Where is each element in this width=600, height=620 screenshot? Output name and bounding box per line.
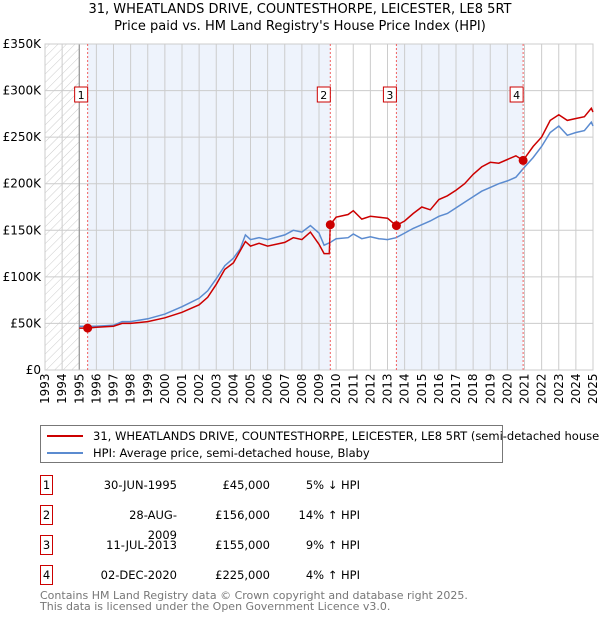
x-tick-label: 2014	[398, 373, 412, 404]
sale-label-box	[74, 86, 89, 103]
x-tick-label: 2011	[346, 373, 360, 404]
ownership-band	[87, 44, 331, 370]
y-tick-label: £200K	[3, 177, 43, 191]
x-tick-label: 2003	[209, 373, 223, 404]
sale-hpi-diff: 5% ↓ HPI	[305, 478, 360, 492]
sale-label: 4	[513, 89, 520, 102]
sale-label: 3	[386, 89, 393, 102]
table-row: 4 02-DEC-2020 £225,000 4% ↑ HPI	[40, 565, 440, 585]
x-tick-label: 2015	[415, 373, 429, 404]
y-tick-label: £350K	[3, 37, 43, 51]
x-tick-label: 2024	[569, 373, 583, 404]
x-tick-label: 2006	[261, 373, 275, 404]
sale-price: £155,000	[215, 538, 270, 552]
x-tick-label: 2023	[552, 373, 566, 404]
sale-point	[391, 221, 401, 231]
footer-copyright: Contains HM Land Registry data © Crown c…	[40, 589, 468, 602]
y-tick-label: £300K	[3, 84, 43, 98]
plot-border	[44, 43, 594, 371]
table-row: 2 28-AUG-2009 £156,000 14% ↑ HPI	[40, 505, 440, 542]
sale-date: 28-AUG-2009	[129, 508, 177, 542]
x-tick-label: 1994	[55, 373, 69, 404]
y-tick-label: £0	[26, 363, 41, 377]
sale-number-badge: 2	[40, 505, 53, 525]
x-tick-label: 1995	[72, 373, 86, 404]
sale-point	[325, 220, 335, 230]
sale-hpi-diff: 4% ↑ HPI	[305, 568, 360, 582]
x-tick-label: 2018	[466, 373, 480, 404]
price-chart: 1993 1994 1995 1996 1997 1998 1999 2000 2001 2002…	[3, 37, 600, 404]
x-tick-label: 2007	[278, 373, 292, 404]
x-tick-label: 2008	[295, 373, 309, 404]
x-tick-label: 2004	[226, 373, 240, 404]
sale-number-badge: 3	[40, 535, 53, 555]
sale-price: £45,000	[222, 478, 270, 492]
legend-item-property: 31, WHEATLANDS DRIVE, COUNTESTHORPE, LEI…	[47, 429, 600, 443]
x-tick-label: 2000	[158, 373, 172, 404]
sale-date: 11-JUL-2013	[106, 538, 177, 552]
y-tick-label: £50K	[10, 316, 42, 330]
y-tick-label: £250K	[3, 130, 43, 144]
x-tick-label: 2013	[381, 373, 395, 404]
y-tick-label: £150K	[3, 223, 43, 237]
x-tick-label: 2022	[535, 373, 549, 404]
x-tick-label: 1996	[89, 373, 103, 404]
sale-label-box	[316, 86, 331, 103]
x-tick-label: 2012	[363, 373, 377, 404]
sale-label-box	[382, 86, 397, 103]
x-tick-label: 2017	[449, 373, 463, 404]
chart-subtitle: Price paid vs. HM Land Registry's House …	[114, 19, 486, 34]
ownership-band	[396, 44, 524, 370]
sale-hpi-diff: 9% ↑ HPI	[305, 538, 360, 552]
sale-label-box	[509, 86, 524, 103]
x-tick-label: 2019	[483, 373, 497, 404]
x-tick-label: 2005	[244, 373, 258, 404]
x-tick-label: 2020	[500, 373, 514, 404]
footer-licence: This data is licensed under the Open Gov…	[40, 600, 391, 613]
table-row: 1 30-JUN-1995 £45,000 5% ↓ HPI	[40, 475, 440, 495]
legend-label: HPI: Average price, semi-detached house,…	[93, 446, 370, 460]
x-tick-label: 1997	[107, 373, 121, 404]
sale-number-badge: 4	[40, 565, 53, 585]
y-tick-label: £100K	[3, 270, 43, 284]
hpi-line	[79, 120, 594, 327]
x-tick-label: 2021	[518, 373, 532, 404]
x-tick-label: 1998	[124, 373, 138, 404]
sale-date: 02-DEC-2020	[100, 568, 177, 582]
sale-label: 1	[78, 89, 85, 102]
chart-legend: 31, WHEATLANDS DRIVE, COUNTESTHORPE, LEI…	[40, 425, 600, 463]
x-tick-label: 2025	[586, 373, 600, 404]
x-tick-label: 2001	[175, 373, 189, 404]
property-price-line	[79, 106, 594, 329]
x-tick-label: 1993	[38, 373, 52, 404]
sale-price: £156,000	[215, 508, 270, 522]
sale-date: 30-JUN-1995	[103, 478, 177, 492]
legend-swatch-red	[47, 435, 83, 437]
sale-point	[83, 323, 93, 333]
legend-item-hpi: HPI: Average price, semi-detached house,…	[47, 446, 370, 460]
table-row: 3 11-JUL-2013 £155,000 9% ↑ HPI	[40, 535, 440, 555]
chart-title: 31, WHEATLANDS DRIVE, COUNTESTHORPE, LEI…	[88, 2, 512, 17]
x-tick-label: 2016	[432, 373, 446, 404]
sale-label: 2	[320, 89, 327, 102]
x-tick-label: 2002	[192, 373, 206, 404]
sale-price: £225,000	[215, 568, 270, 582]
legend-swatch-blue	[47, 452, 83, 454]
legend-label: 31, WHEATLANDS DRIVE, COUNTESTHORPE, LEI…	[93, 429, 600, 443]
sale-number-badge: 1	[40, 475, 53, 495]
x-tick-label: 1999	[141, 373, 155, 404]
sale-hpi-diff: 14% ↑ HPI	[298, 508, 360, 522]
sale-point	[518, 155, 528, 165]
x-tick-label: 2009	[312, 373, 326, 404]
x-tick-label: 2010	[329, 373, 343, 404]
